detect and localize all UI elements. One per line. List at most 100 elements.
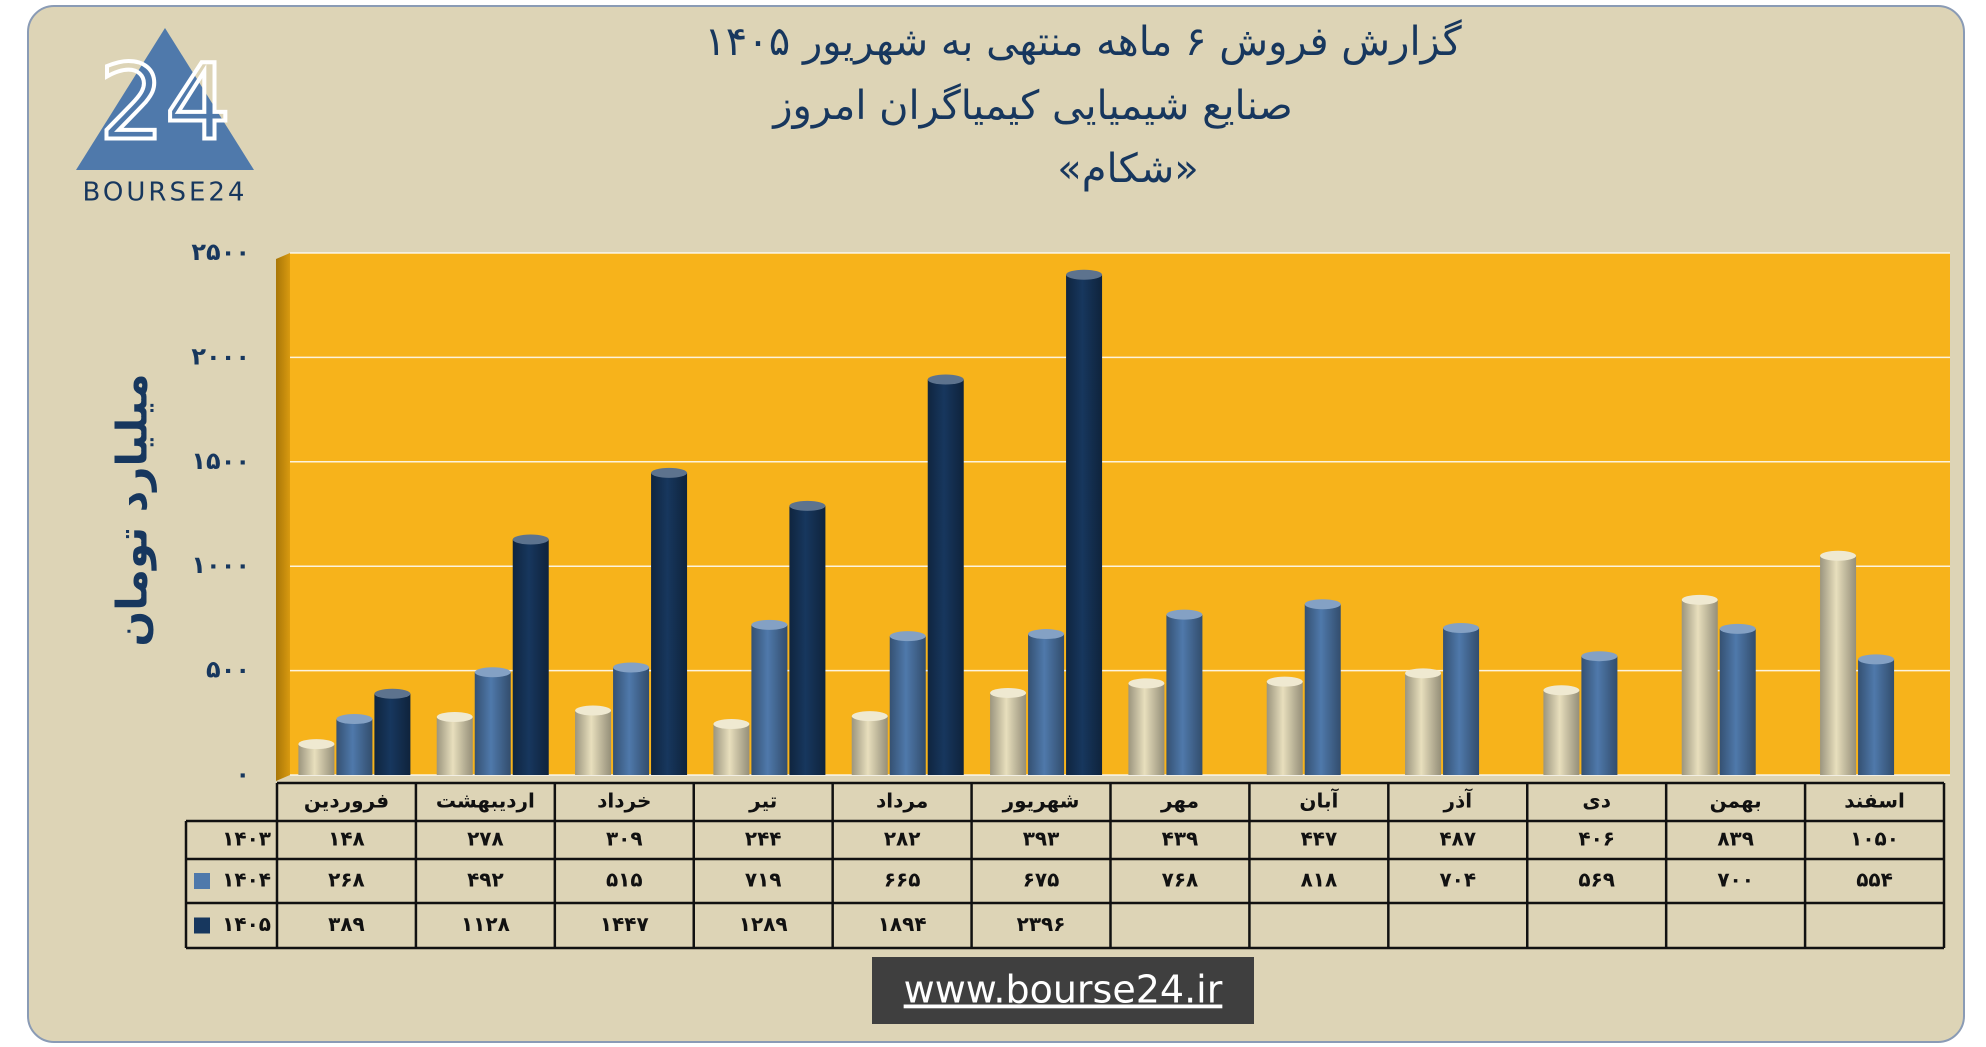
bar [1543,690,1580,775]
table-cell: ۵۱۵ [606,868,643,892]
bar-top [1166,609,1203,620]
bar [298,744,335,775]
y-tick-label: ۱۰۰۰ [191,551,250,579]
bar-top [789,500,826,511]
bar-top [651,467,688,478]
legend-swatch [194,917,210,934]
table-cell: ۳۸۹ [328,912,365,936]
y-tick-label: ۰ [235,760,250,788]
legend-label: ۱۴۰۵ [222,912,271,936]
table-cell: ۲۶۸ [328,868,365,892]
bar-top [336,714,373,725]
bar [575,710,612,775]
x-tick-label: دی [1582,789,1611,813]
bar [889,636,926,775]
bar [374,693,411,775]
x-tick-label: اسفند [1844,789,1905,813]
bar-top [927,374,964,385]
bar [1681,599,1718,775]
y-tick-label: ۵۰۰ [206,656,250,684]
logo-name: BOURSE24 [83,178,248,208]
table-cell: ۴۰۶ [1578,827,1615,851]
bar [713,724,750,775]
table-cell: ۱۱۲۸ [461,912,510,936]
table-cell: ۵۶۹ [1578,868,1615,892]
bar [512,539,549,775]
table-cell: ۱۴۴۷ [600,912,649,936]
table-cell: ۷۶۸ [1162,868,1199,892]
table-cell: ۶۷۵ [1023,868,1060,892]
table-cell: ۷۱۹ [745,868,782,892]
x-tick-label: اردیبهشت [436,789,535,813]
x-tick-label: تیر [748,789,777,813]
x-tick-label: آذر [1442,788,1473,813]
table-cell: ۲۸۲ [884,827,921,851]
table-cell: ۴۹۲ [467,868,504,892]
bar-top [1681,594,1718,605]
bar [1166,614,1203,775]
bar-top [851,711,888,722]
bar-top [990,687,1027,698]
table-cell: ۳۰۹ [606,827,643,851]
bar-top [613,662,650,673]
bar [1028,634,1065,775]
bar [1719,628,1756,775]
bar [336,719,373,775]
bar [1066,274,1103,775]
bar-top [1028,629,1065,640]
table-cell: ۱۰۵۰ [1850,827,1899,851]
logo-number: 24 [99,41,231,163]
table-cell: ۴۸۷ [1439,827,1476,851]
bar-top [474,667,511,678]
x-tick-label: خرداد [597,789,651,813]
bar-top [436,711,473,722]
chart-subtitle: «شکام» [1057,146,1199,192]
bar [1266,681,1303,775]
table-cell: ۲۳۹۶ [1017,912,1066,936]
y-tick-label: ۲۰۰۰ [191,342,250,370]
legend-swatch [194,873,210,889]
bar-top [298,739,335,750]
x-tick-label: مهر [1160,789,1199,813]
table-cell: ۷۰۴ [1439,868,1476,892]
bar [927,379,964,775]
y-tick-label: ۲۵۰۰ [191,238,250,266]
bar [851,716,888,775]
chart-title: گزارش فروش ۶ ماهه منتهی به شهریور ۱۴۰۵ [704,19,1462,65]
bar [1405,673,1442,775]
bar [1581,656,1618,775]
bar [1820,555,1857,775]
table-cell: ۵۵۴ [1856,868,1893,892]
bar [651,472,688,775]
table-cell: ۸۳۹ [1717,827,1754,851]
bar-top [575,705,612,716]
bar-top [1858,654,1895,665]
bar [1443,628,1480,775]
bar [436,716,473,775]
table-cell: ۱۸۹۴ [878,912,927,936]
x-tick-label: بهمن [1710,789,1762,813]
legend-label: ۱۴۰۳ [222,827,271,851]
table-cell: ۱۲۸۹ [739,912,788,936]
bar [1128,683,1165,775]
chart-subtitle: صنایع شیمیایی کیمیاگران امروز [771,83,1293,129]
bar-top [1405,668,1442,679]
bar [751,624,788,775]
bar-top [1066,269,1103,280]
x-tick-label: آبان [1299,788,1339,813]
bar-top [1820,550,1857,561]
legend-label: ۱۴۰۴ [222,868,271,892]
bar [990,692,1027,775]
footer-box [872,957,1254,1024]
bar-top [374,688,411,699]
bar-top [1443,623,1480,634]
x-tick-label: شهریور [1002,789,1080,813]
bar [474,672,511,775]
bar [789,505,826,775]
plot-wall [276,253,290,781]
bar-top [1304,599,1341,610]
bar [613,667,650,775]
bar-top [1266,676,1303,687]
table-cell: ۳۹۳ [1023,827,1060,851]
